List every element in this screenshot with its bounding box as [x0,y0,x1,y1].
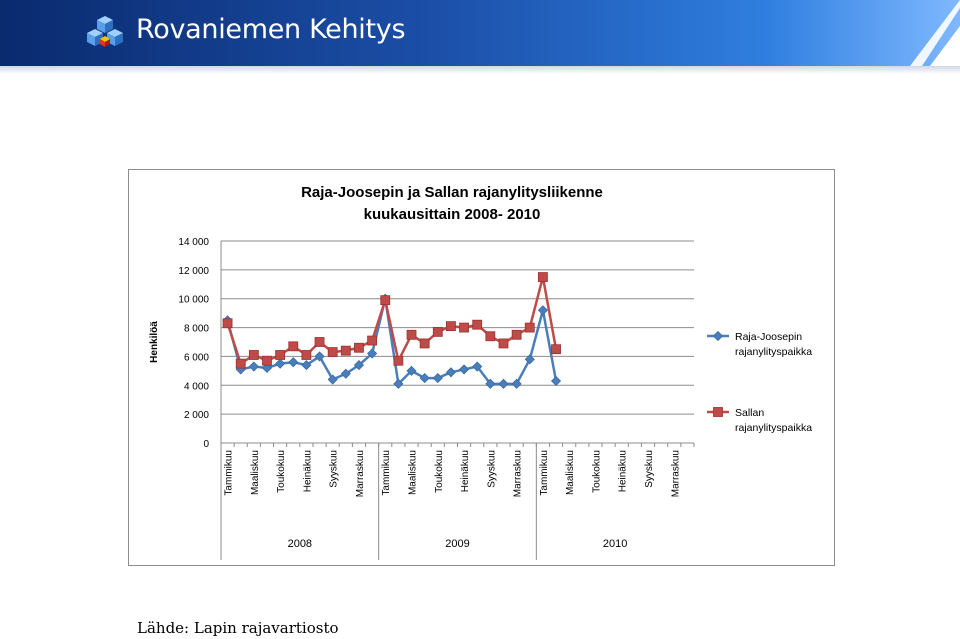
data-point [248,350,259,360]
data-point [301,360,312,371]
data-point [551,344,561,355]
data-point [367,335,377,346]
data-point [262,355,272,366]
x-tick-label: Toukokuu [434,450,445,493]
data-point [432,326,443,337]
data-point [511,329,522,340]
x-tick-label: Heinäkuu [618,450,629,492]
x-tick-label: Marraskuu [355,450,366,497]
data-point [498,338,509,349]
line-chart: Raja-Joosepin ja Sallan rajanylitysliike… [149,184,812,560]
chart-title-line: kuukausittain 2008- 2010 [364,206,541,223]
data-point [446,321,456,332]
data-point [340,345,351,356]
x-tick-label: Syyskuu [486,450,497,488]
year-label: 2009 [445,538,469,550]
data-point [222,318,233,329]
x-tick-label: Tammikuu [539,450,550,496]
x-tick-label: Heinäkuu [460,450,471,492]
legend-label: Raja-Joosepin [735,331,802,343]
chart-title-line: Raja-Joosepin ja Sallan rajanylitysliike… [301,184,603,201]
data-point [261,362,273,374]
legend-label: rajanylityspaikka [735,422,812,434]
data-point [367,348,378,359]
data-point [459,322,469,333]
x-tick-label: Maaliskuu [565,450,576,495]
x-tick-label: Tammikuu [224,450,235,496]
y-tick-label: 0 [203,439,209,450]
data-point [354,342,364,353]
data-point [393,355,404,366]
chart-frame: Raja-Joosepin ja Sallan rajanylitysliike… [128,169,835,566]
data-point [275,358,286,369]
legend-label: Sallan [735,407,764,419]
year-label: 2010 [603,538,627,550]
y-tick-label: 12 000 [178,266,209,277]
x-tick-label: Toukokuu [276,450,287,493]
data-point [248,361,259,372]
x-tick-label: Syyskuu [644,450,655,488]
data-point [406,329,417,340]
data-point [393,378,404,389]
header-slash-decoration [910,0,960,66]
data-point [538,272,548,282]
legend-label: rajanylityspaikka [735,346,812,358]
header-bar: Rovaniemen Kehitys [0,0,960,66]
data-point [380,295,391,306]
data-point [419,338,430,349]
x-tick-label: Maaliskuu [408,450,419,495]
data-point [314,337,325,347]
data-point [485,331,496,342]
y-tick-label: 2 000 [184,410,209,421]
data-point [288,341,299,352]
x-tick-label: Marraskuu [513,450,524,497]
data-point [288,357,299,368]
data-point [301,350,312,360]
y-axis-label: Henkilöä [149,321,160,363]
data-point [459,364,470,375]
legend-marker [713,407,723,417]
data-point [445,367,456,378]
data-point [524,354,535,365]
year-label: 2008 [288,538,312,550]
data-point [550,375,562,387]
data-point [472,319,483,330]
x-tick-label: Tammikuu [381,450,392,496]
brand-title: Rovaniemen Kehitys [136,14,406,45]
y-tick-label: 8 000 [184,324,209,335]
data-point [406,365,417,376]
header-shadow [0,66,960,74]
data-point [432,373,443,384]
data-point [275,350,286,360]
x-tick-label: Heinäkuu [302,450,313,492]
data-point [235,358,246,369]
data-point [537,305,548,316]
data-point [524,322,535,333]
x-tick-label: Syyskuu [329,450,340,488]
y-tick-label: 14 000 [178,237,209,248]
data-point [314,351,325,362]
y-tick-label: 4 000 [184,381,209,392]
y-tick-label: 6 000 [184,352,209,363]
legend-marker [712,330,724,342]
data-point [419,373,430,384]
data-point [353,360,365,371]
data-point [327,347,338,358]
cube-cluster-logo-icon [87,16,123,47]
x-tick-label: Maaliskuu [250,450,261,495]
data-point [472,361,483,372]
data-point [485,378,496,389]
x-tick-label: Toukokuu [591,450,602,493]
data-point [511,378,522,389]
data-point [327,374,338,385]
source-note: Lähde: Lapin rajavartiosto [137,619,339,637]
data-point [498,378,509,389]
x-tick-label: Marraskuu [670,450,681,497]
y-tick-label: 10 000 [178,295,209,306]
data-point [340,368,351,379]
